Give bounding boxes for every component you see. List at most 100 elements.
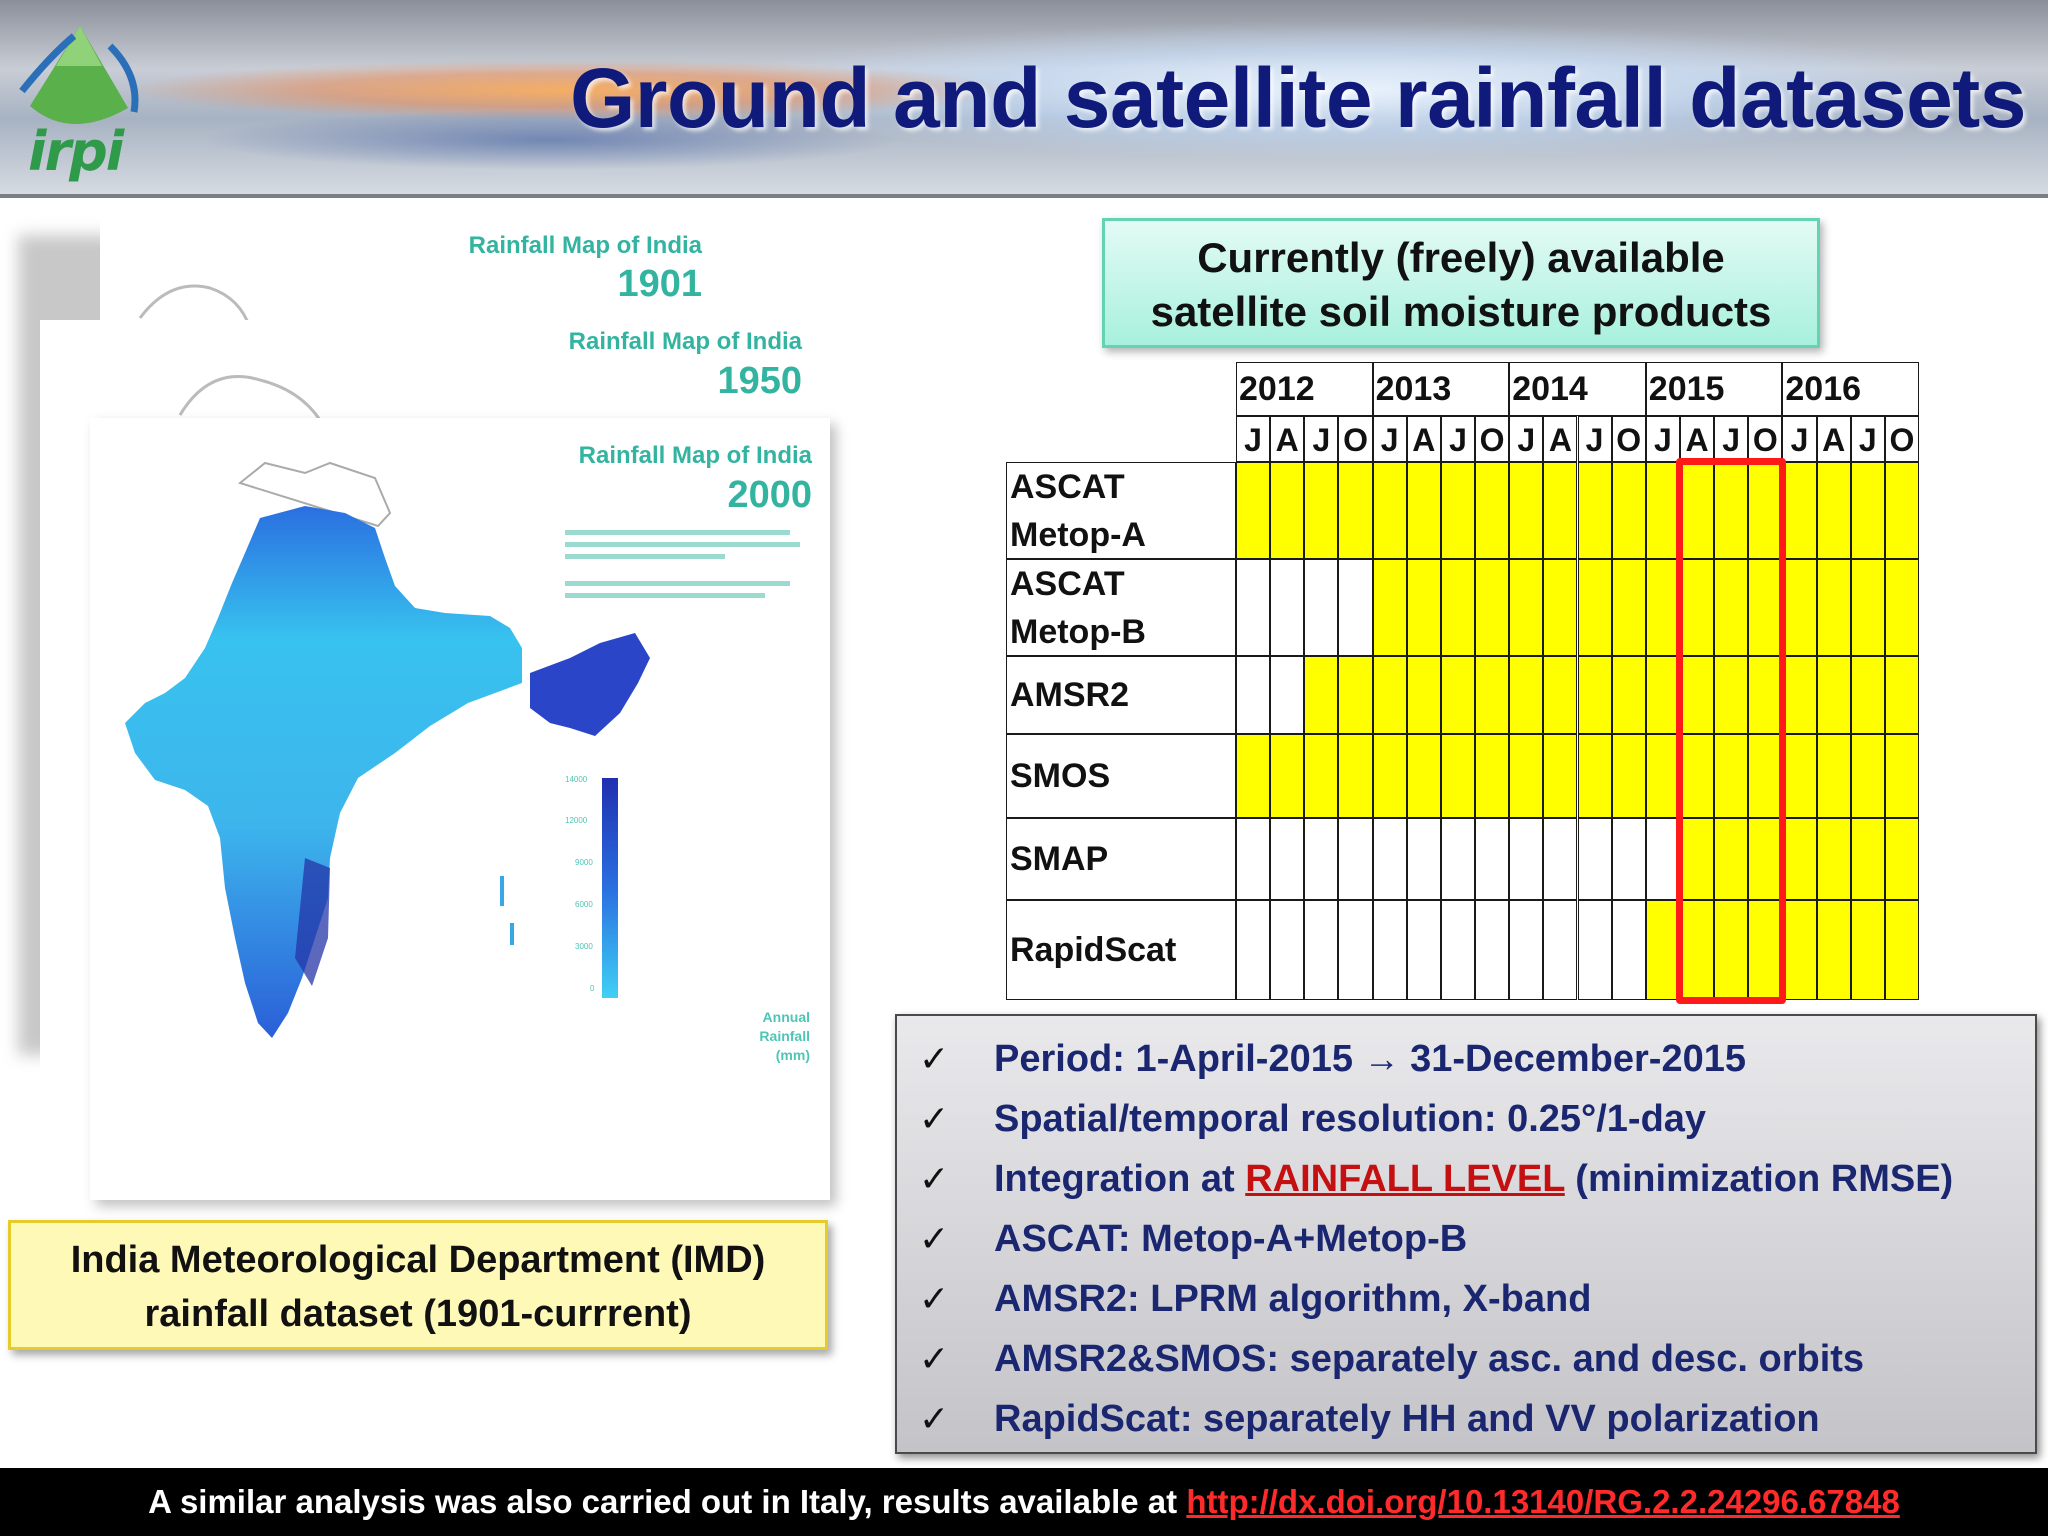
available-cell [1714, 656, 1749, 734]
available-cell [1611, 734, 1646, 818]
available-cell [1884, 818, 1919, 900]
available-cell [1645, 900, 1680, 1000]
available-cell [1611, 462, 1646, 559]
year-header: 2013 [1372, 362, 1510, 416]
available-cell [1440, 656, 1476, 734]
empty-cell [1406, 818, 1441, 900]
available-cell [1679, 734, 1715, 818]
month-header: O [1611, 416, 1646, 462]
product-label-line: RapidScat [1010, 931, 1177, 969]
empty-cell [1406, 900, 1441, 1000]
available-cell [1440, 734, 1476, 818]
month-header: J [1850, 416, 1885, 462]
available-cell [1236, 462, 1271, 559]
products-heading-line-2: satellite soil moisture products [1150, 288, 1772, 335]
available-cell [1782, 656, 1817, 734]
doi-link[interactable]: http://dx.doi.org/10.13140/RG.2.2.24296.… [1186, 1483, 1900, 1520]
available-cell [1850, 900, 1885, 1000]
product-label: RapidScat [1006, 900, 1236, 1000]
map-year: 1901 [617, 263, 702, 305]
available-cell [1406, 656, 1441, 734]
products-heading-line-1: Currently (freely) available [1197, 234, 1725, 281]
empty-cell [1304, 559, 1339, 656]
available-cell [1884, 900, 1919, 1000]
month-header: A [1679, 416, 1715, 462]
available-cell [1782, 818, 1817, 900]
available-cell [1748, 900, 1783, 1000]
month-header: J [1440, 416, 1476, 462]
product-label-line: ASCAT [1010, 564, 1125, 603]
available-cell [1543, 656, 1578, 734]
month-header: J [1577, 416, 1612, 462]
bullet-text: RapidScat: separately HH and VV polariza… [994, 1398, 1820, 1440]
available-cell [1372, 656, 1407, 734]
empty-cell [1338, 559, 1373, 656]
available-cell [1782, 734, 1817, 818]
checkmark-icon: ✓ [919, 1038, 950, 1079]
study-period-highlight [1675, 458, 1787, 1004]
available-cell [1475, 734, 1510, 818]
available-cell [1372, 734, 1407, 818]
imd-caption-line-2: rainfall dataset (1901-currrent) [144, 1293, 692, 1335]
available-cell [1304, 656, 1339, 734]
available-cell [1850, 734, 1885, 818]
product-label: ASCAT Metop-A [1006, 462, 1236, 559]
empty-cell [1611, 900, 1646, 1000]
available-cell [1679, 656, 1715, 734]
empty-cell [1304, 900, 1339, 1000]
available-cell [1714, 900, 1749, 1000]
header-banner: irpi Ground and satellite rainfall datas… [0, 0, 2048, 198]
product-label: SMOS [1006, 734, 1236, 818]
empty-cell [1304, 818, 1339, 900]
legend-title: Annual Rainfall (mm) [759, 1009, 810, 1063]
available-cell [1816, 900, 1851, 1000]
available-cell [1850, 559, 1885, 656]
available-cell [1338, 462, 1373, 559]
available-cell [1406, 734, 1441, 818]
year-header: 2015 [1645, 362, 1783, 416]
bullet-text: ASCAT: Metop-A+Metop-B [994, 1218, 1468, 1260]
empty-cell [1577, 818, 1612, 900]
map-year: 2000 [727, 474, 812, 516]
empty-cell [1338, 818, 1373, 900]
bullet-text: AMSR2&SMOS: separately asc. and desc. or… [994, 1338, 1865, 1380]
header-divider [0, 194, 2048, 198]
bullet-text: Integration at RAINFALL LEVEL (minimizat… [994, 1158, 1954, 1200]
month-header: J [1714, 416, 1749, 462]
available-cell [1714, 734, 1749, 818]
empty-cell [1440, 818, 1476, 900]
legend-tick: 6000 [575, 900, 593, 909]
available-cell [1645, 559, 1680, 656]
banner-streak-dark [200, 110, 900, 170]
month-header: O [1748, 416, 1783, 462]
empty-cell [1611, 818, 1646, 900]
empty-cell [1236, 818, 1271, 900]
available-cell [1236, 734, 1271, 818]
product-label-line: Metop-A [1010, 515, 1146, 554]
available-cell [1816, 734, 1851, 818]
available-cell [1509, 462, 1544, 559]
available-cell [1782, 900, 1817, 1000]
available-cell [1577, 462, 1612, 559]
empty-cell [1270, 559, 1305, 656]
available-cell [1406, 462, 1441, 559]
map-caption: Rainfall Map of India [468, 232, 702, 259]
product-label: AMSR2 [1006, 656, 1236, 734]
checkmark-icon: ✓ [919, 1278, 950, 1319]
available-cell [1475, 656, 1510, 734]
product-label: SMAP [1006, 818, 1236, 900]
bullet-text: AMSR2: LPRM algorithm, X-band [994, 1278, 1592, 1320]
legend-tick: 0 [590, 984, 595, 993]
available-cell [1816, 559, 1851, 656]
map-outline-icon [178, 375, 322, 421]
empty-cell [1509, 818, 1544, 900]
available-cell [1714, 818, 1749, 900]
empty-cell [1475, 900, 1510, 1000]
checkmark-icon: ✓ [919, 1218, 950, 1259]
empty-cell [1236, 656, 1271, 734]
availability-timeline: 2012 2013 2014 2015 2016 J A J O J A J O J A J O J A J O J A J O… [1006, 362, 1919, 1004]
month-header: J [1645, 416, 1680, 462]
available-cell [1714, 559, 1749, 656]
month-header: A [1543, 416, 1578, 462]
available-cell [1304, 734, 1339, 818]
